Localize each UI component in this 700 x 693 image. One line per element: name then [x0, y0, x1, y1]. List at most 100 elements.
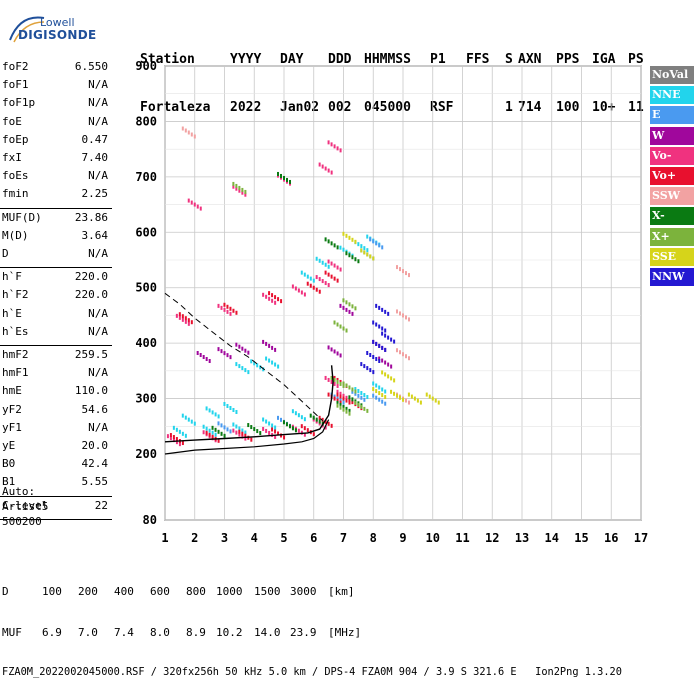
data-point: [369, 237, 372, 242]
param-name: C-level: [2, 498, 49, 512]
data-point: [229, 311, 232, 316]
data-point: [262, 292, 265, 297]
data-point: [348, 385, 351, 390]
param-name: foF2: [2, 60, 29, 73]
data-point: [324, 281, 327, 286]
data-point: [244, 436, 247, 441]
header-value-8: 714: [518, 100, 542, 115]
param-name: foEs: [2, 169, 29, 183]
data-point: [318, 289, 321, 294]
x-tick-label: 12: [485, 531, 499, 545]
distance-row: D 100 200 400 600 800 1000 1500 3000 [km]: [2, 585, 622, 599]
data-point: [339, 148, 342, 153]
data-point: [223, 401, 226, 406]
x-tick-label: 4: [251, 531, 258, 545]
data-point: [196, 204, 199, 209]
data-point: [348, 235, 351, 240]
header-label-10: IGA: [592, 52, 616, 67]
data-point: [375, 389, 378, 394]
footer-cell: 200: [78, 585, 98, 598]
data-point: [351, 389, 354, 394]
data-point: [381, 399, 384, 404]
data-point: [416, 398, 419, 403]
data-point: [384, 360, 387, 365]
data-point: [381, 387, 384, 392]
data-point: [205, 430, 208, 435]
data-point: [393, 391, 396, 396]
data-point: [288, 424, 291, 429]
data-point: [217, 347, 220, 352]
data-point: [223, 425, 226, 430]
data-point: [357, 389, 360, 394]
legend-item-nne: NNE: [650, 86, 694, 105]
data-point: [342, 383, 345, 388]
data-point: [315, 256, 318, 261]
data-point: [345, 251, 348, 256]
data-point: [327, 259, 330, 264]
data-point: [324, 262, 327, 267]
param-value: N/A: [88, 78, 108, 92]
footer-cell: 3000: [290, 585, 317, 598]
data-point: [366, 234, 369, 239]
data-point: [384, 389, 387, 394]
param-row: foE N/A: [0, 115, 112, 133]
data-point: [321, 260, 324, 265]
y-tick-label: 600: [135, 225, 157, 239]
data-point: [342, 326, 345, 331]
data-point: [318, 162, 321, 167]
data-point: [190, 320, 193, 325]
data-point: [181, 314, 184, 319]
param-name: h`E: [2, 306, 22, 320]
data-point: [333, 320, 336, 325]
data-point: [283, 175, 285, 180]
data-point: [390, 376, 393, 381]
data-point: [336, 403, 339, 408]
param-row: foF1 N/A: [0, 78, 112, 96]
footer-cell: 7.4: [114, 625, 134, 639]
data-point: [339, 405, 342, 410]
footer-cell: 14.0: [254, 625, 281, 639]
data-point: [226, 403, 229, 408]
data-point: [396, 348, 398, 353]
data-point: [399, 267, 401, 272]
y-tick-label: 800: [135, 114, 157, 128]
data-point: [291, 284, 294, 289]
autoscaling-info: Auto: Artist5 500200: [2, 484, 48, 529]
data-point: [348, 400, 351, 405]
data-point: [333, 377, 336, 382]
data-point: [375, 383, 378, 388]
data-point: [300, 415, 303, 420]
data-point: [303, 432, 306, 437]
legend-item-w: W: [650, 126, 694, 145]
data-point: [199, 353, 202, 357]
data-point: [327, 272, 330, 277]
logo-line1: Lowell: [40, 16, 75, 29]
footer-cell: 7.0: [78, 625, 98, 639]
data-point: [363, 393, 366, 398]
data-point: [184, 128, 187, 133]
data-point: [253, 427, 256, 432]
param-value: 220.0: [74, 288, 108, 302]
param-value: N/A: [88, 366, 108, 380]
param-row: h`F2 220.0: [0, 288, 112, 306]
data-point: [303, 272, 306, 277]
legend-item-noval: NoVal: [650, 66, 694, 84]
x-tick-label: 15: [574, 531, 588, 545]
data-point: [285, 422, 288, 427]
footer-cell: 1500: [254, 585, 281, 598]
data-point: [342, 404, 345, 409]
data-point: [333, 243, 336, 248]
data-point: [378, 343, 381, 348]
data-point: [351, 255, 354, 260]
data-point: [410, 394, 413, 399]
param-row: foEp 0.47: [0, 133, 112, 151]
param-value: 54.6: [81, 402, 109, 416]
data-point: [345, 300, 348, 305]
data-point: [342, 231, 345, 236]
data-point: [229, 306, 232, 311]
footer-cell: MUF: [2, 625, 22, 639]
data-point: [235, 362, 238, 367]
data-point: [324, 419, 327, 424]
data-point: [318, 419, 321, 424]
param-row: fxI 7.40: [0, 151, 112, 169]
